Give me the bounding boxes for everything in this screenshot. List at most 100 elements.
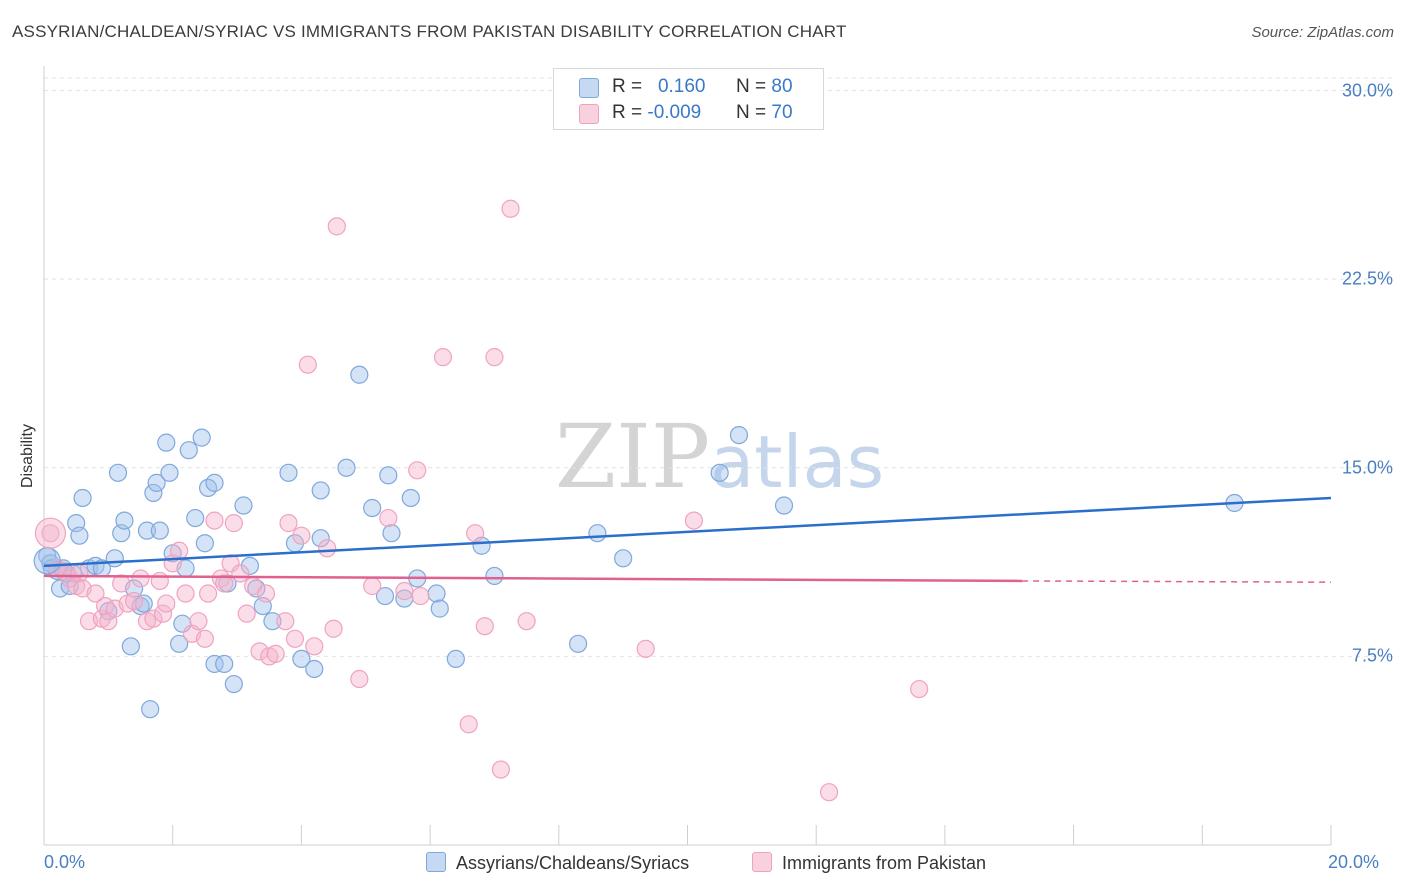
correlation-legend: R = 0.160 N = 80 R = -0.009 N = 70 xyxy=(553,68,824,130)
pakistan-point xyxy=(189,612,208,631)
assyrian-point xyxy=(33,547,61,575)
assyrian-point xyxy=(588,524,607,543)
assyrian-point xyxy=(144,483,163,503)
legend-n-label: N = 80 xyxy=(736,76,793,97)
pakistan-point xyxy=(157,594,176,613)
pakistan-point xyxy=(501,199,520,218)
pakistan-point xyxy=(153,604,173,623)
pakistan-point xyxy=(198,584,218,603)
pakistan-point xyxy=(195,629,214,648)
assyrian-point xyxy=(337,458,356,477)
assyrian-point xyxy=(427,584,446,603)
pakistan-point xyxy=(215,574,234,593)
pakistan-point xyxy=(279,514,298,533)
assyrian-point xyxy=(311,529,330,548)
pakistan-point xyxy=(124,591,144,611)
pakistan-point xyxy=(237,604,256,623)
assyrian-point xyxy=(247,579,266,598)
legend-swatch-pink xyxy=(752,852,772,872)
pakistan-point xyxy=(292,526,311,545)
assyrian-point xyxy=(195,534,214,553)
assyrian-point xyxy=(192,428,211,447)
pakistan-point xyxy=(491,760,510,779)
y-tick-label: 15.0% xyxy=(1341,457,1393,478)
legend-row-assyrians: R = 0.160 N = 80 xyxy=(554,76,823,100)
assyrian-point xyxy=(108,463,128,482)
assyrian-point xyxy=(205,654,224,674)
pakistan-point xyxy=(819,783,839,802)
pakistan-point xyxy=(475,617,494,636)
pakistan-point xyxy=(910,679,929,699)
pakistan-point xyxy=(170,541,189,560)
assyrian-point xyxy=(279,463,298,482)
legend-swatch-blue xyxy=(426,852,446,872)
pakistan-point xyxy=(684,511,704,530)
legend-label-assyrians: Assyrians/Chaldeans/Syriacs xyxy=(456,853,690,873)
pakistan-point xyxy=(485,348,504,367)
legend-item-assyrians[interactable]: Assyrians/Chaldeans/Syriacs xyxy=(426,852,689,874)
assyrian-point xyxy=(160,463,179,482)
assyrian-point xyxy=(234,496,253,515)
legend-n-value: 80 xyxy=(771,76,793,97)
assyrian-point xyxy=(614,549,633,568)
pakistan-point xyxy=(305,637,324,656)
pakistan-point xyxy=(131,569,150,588)
legend-swatch-blue xyxy=(579,78,599,98)
assyrian-point xyxy=(121,637,140,656)
assyrian-point xyxy=(70,526,89,545)
legend-r-label: R = -0.009 xyxy=(612,102,702,123)
assyrian-point xyxy=(375,586,395,606)
assyrian-point xyxy=(141,700,160,719)
pakistan-point xyxy=(266,644,285,663)
pakistan-point xyxy=(466,524,485,543)
pakistan-point xyxy=(256,584,276,603)
pakistan-trend-extension xyxy=(1022,580,1332,583)
y-tick-label: 22.5% xyxy=(1341,268,1393,289)
assyrian-point xyxy=(205,473,224,492)
source-label: Source: ZipAtlas.com xyxy=(1251,24,1394,41)
assyrian-point xyxy=(305,659,324,679)
pakistan-point xyxy=(459,715,478,734)
pakistan-point xyxy=(327,217,346,236)
y-tick-label: 30.0% xyxy=(1341,80,1393,101)
pakistan-point xyxy=(298,355,317,374)
assyrian-point xyxy=(401,488,420,508)
pakistan-point xyxy=(324,619,343,638)
pakistan-point xyxy=(350,669,369,689)
pakistan-point xyxy=(636,639,655,658)
pakistan-point xyxy=(41,524,60,543)
assyrian-point xyxy=(379,466,398,485)
assyrian-point xyxy=(382,524,401,543)
assyrian-point xyxy=(105,549,124,568)
assyrian-point xyxy=(115,511,134,530)
pakistan-point xyxy=(411,586,430,606)
chart-title: ASSYRIAN/CHALDEAN/SYRIAC VS IMMIGRANTS F… xyxy=(12,22,847,41)
pakistan-point xyxy=(224,514,243,533)
x-tick-label-min: 0.0% xyxy=(44,852,86,872)
assyrian-point xyxy=(729,425,749,445)
legend-n-value: 70 xyxy=(771,102,793,123)
pakistan-point xyxy=(363,576,382,596)
watermark-atlas: atlas xyxy=(710,420,885,504)
pakistan-point xyxy=(379,508,398,528)
assyrian-point xyxy=(150,521,169,540)
assyrian-point xyxy=(157,433,176,452)
pakistan-point xyxy=(150,571,169,591)
pakistan-point xyxy=(112,574,131,593)
pakistan-point xyxy=(211,569,231,588)
assyrian-point xyxy=(170,634,189,653)
assyrian-point xyxy=(224,674,243,694)
assyrian-point xyxy=(710,463,729,482)
assyrian-point xyxy=(774,496,794,515)
legend-r-label: R = 0.160 xyxy=(612,76,706,97)
legend-label-pakistan: Immigrants from Pakistan xyxy=(782,853,987,873)
assyrian-point xyxy=(137,521,157,540)
pakistan-point xyxy=(86,584,105,603)
pakistan-point xyxy=(395,581,414,601)
legend-item-pakistan[interactable]: Immigrants from Pakistan xyxy=(752,852,986,874)
assyrian-point xyxy=(363,498,382,518)
assyrian-point xyxy=(215,654,234,674)
legend-swatch-pink xyxy=(579,104,599,124)
pakistan-point xyxy=(276,612,295,631)
pakistan-point xyxy=(176,584,195,603)
